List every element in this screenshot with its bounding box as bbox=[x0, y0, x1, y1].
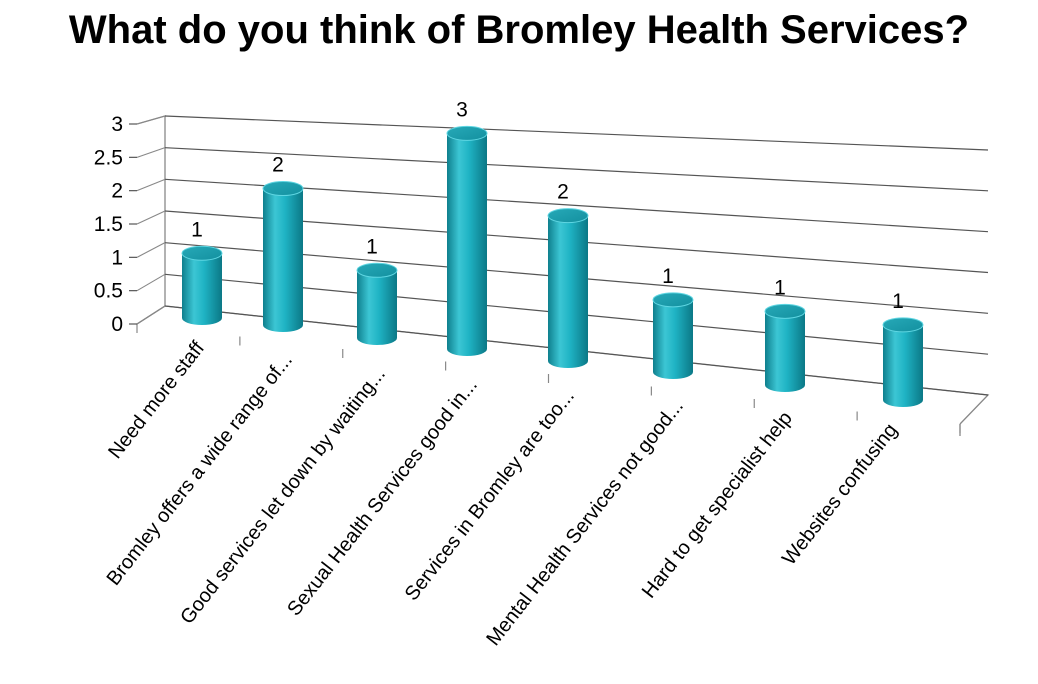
bar bbox=[882, 317, 924, 407]
bars bbox=[181, 125, 924, 407]
gridline bbox=[164, 147, 989, 192]
bar-top bbox=[882, 317, 924, 333]
left-wall bbox=[136, 115, 166, 325]
y-tick-label: 0 bbox=[111, 313, 123, 336]
gridline-side bbox=[136, 242, 166, 258]
y-tick-label: 1 bbox=[111, 246, 123, 269]
y-tick-label: 3 bbox=[111, 113, 123, 136]
bar-body bbox=[263, 188, 303, 332]
y-axis-ticks: 0 0.5 1 1.5 2 2.5 3 bbox=[94, 113, 123, 336]
gridline-side bbox=[136, 210, 166, 225]
bar-top bbox=[764, 303, 806, 319]
bar-body bbox=[548, 215, 588, 368]
data-label: 2 bbox=[272, 154, 284, 177]
gridline-side bbox=[136, 147, 166, 158]
category-label: Need more staff bbox=[104, 337, 209, 463]
chart-title: What do you think of Bromley Health Serv… bbox=[68, 8, 970, 52]
y-tick-label: 0.5 bbox=[94, 280, 123, 303]
bar bbox=[446, 125, 488, 356]
bar-top bbox=[356, 262, 398, 278]
y-tick-label: 2.5 bbox=[94, 146, 123, 169]
data-label: 1 bbox=[774, 276, 786, 299]
bar-body bbox=[883, 324, 923, 407]
y-tick-label: 1.5 bbox=[94, 213, 123, 236]
category-label: Bromley offers a wide range of... bbox=[103, 350, 297, 590]
bar-top bbox=[547, 208, 589, 224]
gridline-side bbox=[136, 305, 166, 325]
bar bbox=[356, 262, 398, 345]
data-label: 3 bbox=[456, 98, 468, 121]
bar bbox=[764, 303, 806, 392]
category-label: Sexual Health Services good in... bbox=[283, 375, 482, 621]
data-label: 1 bbox=[892, 290, 904, 313]
bar-top bbox=[181, 245, 223, 261]
data-label: 1 bbox=[191, 218, 203, 241]
data-label: 2 bbox=[557, 181, 569, 204]
data-labels: 1 2 1 3 2 1 1 1 bbox=[191, 98, 904, 312]
bar-body bbox=[653, 299, 693, 379]
bar-top bbox=[446, 125, 488, 141]
y-tick-label: 2 bbox=[111, 180, 123, 203]
bar-body bbox=[447, 133, 487, 356]
bar-top bbox=[652, 292, 694, 308]
bar bbox=[652, 292, 694, 379]
bar bbox=[181, 245, 223, 325]
category-label: Websites confusing bbox=[778, 420, 902, 570]
data-label: 1 bbox=[662, 265, 674, 288]
bar bbox=[262, 181, 304, 332]
bar-body bbox=[765, 311, 805, 392]
gridline-side bbox=[136, 115, 166, 125]
bar-top bbox=[262, 181, 304, 197]
bar-body bbox=[357, 270, 397, 345]
gridline-side bbox=[136, 178, 166, 192]
data-label: 1 bbox=[366, 235, 378, 258]
category-label: Mental Health Services not good... bbox=[482, 396, 688, 650]
category-label: Good services let down by waiting... bbox=[176, 364, 390, 629]
bar-body bbox=[182, 253, 222, 325]
gridline bbox=[164, 115, 989, 151]
gridline-side bbox=[136, 273, 166, 292]
bar bbox=[547, 208, 589, 368]
